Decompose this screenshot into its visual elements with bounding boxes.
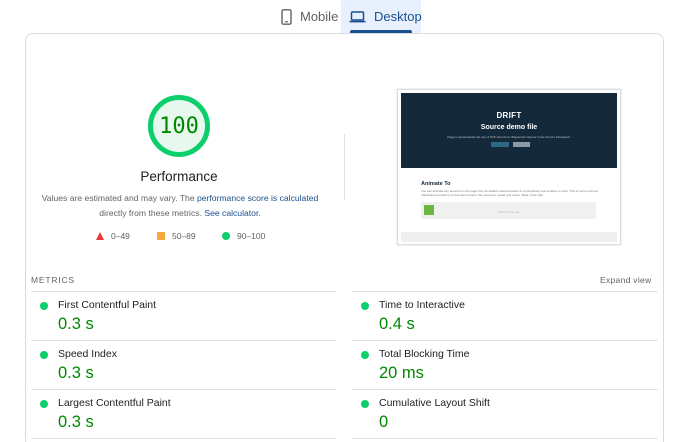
- screenshot-green-square: [424, 205, 434, 215]
- metric-first-contentful-paint: First Contentful Paint 0.3 s: [31, 293, 337, 341]
- screenshot-hero: DRIFT Source demo file Page to demonstra…: [401, 93, 617, 168]
- pass-circle-icon: [361, 351, 369, 359]
- metrics-divider: [31, 438, 336, 439]
- metric-name: Speed Index: [58, 348, 117, 360]
- legend-fail: 0–49: [96, 230, 130, 242]
- tab-desktop-label: Desktop: [374, 9, 422, 24]
- legend-average-label: 50–89: [172, 231, 196, 241]
- pass-circle-icon: [40, 400, 48, 408]
- metric-speed-index: Speed Index 0.3 s: [31, 342, 337, 390]
- screenshot-section-title: Animate To: [421, 181, 451, 187]
- metric-cumulative-layout-shift: Cumulative Layout Shift 0: [352, 391, 658, 439]
- screenshot-box-text: Click to animate: [498, 210, 520, 214]
- screenshot-button-primary: [491, 142, 509, 147]
- performance-description: Values are estimated and may vary. The p…: [30, 191, 330, 221]
- metric-name: Total Blocking Time: [379, 348, 470, 360]
- description-prefix: Values are estimated and may vary. The: [41, 193, 197, 203]
- square-icon: [157, 232, 165, 240]
- device-tabs: Mobile Desktop: [0, 0, 690, 33]
- legend-pass-label: 90–100: [237, 231, 266, 241]
- screenshot-button-secondary: [513, 142, 530, 147]
- screenshot-footer: [401, 232, 617, 242]
- metric-value: 0.3 s: [58, 413, 94, 431]
- metric-value: 0: [379, 413, 389, 431]
- metric-value: 0.3 s: [58, 315, 94, 333]
- expand-view-toggle[interactable]: Expand view: [600, 275, 652, 285]
- performance-score: 100: [159, 113, 199, 139]
- circle-icon: [222, 232, 230, 240]
- mobile-phone-icon: [281, 8, 292, 25]
- metric-total-blocking-time: Total Blocking Time 20 ms: [352, 342, 658, 390]
- screenshot-heading: Source demo file: [480, 124, 538, 131]
- pass-circle-icon: [361, 400, 369, 408]
- pass-circle-icon: [40, 351, 48, 359]
- metrics-divider: [31, 389, 336, 390]
- description-middle: directly from these metrics.: [99, 208, 205, 218]
- legend-average: 50–89: [157, 230, 196, 242]
- section-divider: [344, 134, 345, 200]
- metrics-divider: [31, 340, 336, 341]
- performance-score-link[interactable]: performance score is calculated: [196, 193, 319, 203]
- metric-name: Largest Contentful Paint: [58, 397, 171, 409]
- metrics-divider: [352, 340, 658, 341]
- metric-value: 0.3 s: [58, 364, 94, 382]
- metrics-divider: [352, 438, 658, 439]
- tab-desktop[interactable]: Desktop: [341, 0, 422, 33]
- tab-mobile[interactable]: Mobile: [275, 0, 338, 33]
- metrics-divider: [352, 389, 658, 390]
- metrics-divider: [352, 291, 658, 292]
- calculator-link[interactable]: See calculator.: [204, 208, 261, 218]
- final-screenshot[interactable]: DRIFT Source demo file Page to demonstra…: [397, 89, 621, 245]
- laptop-icon: [349, 10, 366, 23]
- triangle-icon: [96, 232, 104, 240]
- metric-name: Cumulative Layout Shift: [379, 397, 490, 409]
- performance-title: Performance: [140, 169, 218, 184]
- metric-name: Time to Interactive: [379, 299, 465, 311]
- pass-circle-icon: [361, 302, 369, 310]
- metric-time-to-interactive: Time to Interactive 0.4 s: [352, 293, 658, 341]
- legend-fail-label: 0–49: [111, 231, 130, 241]
- screenshot-tagline: Page to demonstrate the use of Drift cli…: [447, 135, 571, 139]
- screenshot-section-text: You can animate any element on the page …: [421, 189, 599, 197]
- screenshot-demo-box: [421, 202, 596, 219]
- pass-circle-icon: [40, 302, 48, 310]
- metric-name: First Contentful Paint: [58, 299, 157, 311]
- screenshot-logo: DRIFT: [496, 111, 522, 120]
- performance-gauge: [148, 95, 210, 157]
- metric-value: 20 ms: [379, 364, 424, 382]
- tab-mobile-label: Mobile: [300, 9, 339, 24]
- metric-value: 0.4 s: [379, 315, 415, 333]
- legend-pass: 90–100: [222, 230, 265, 242]
- metrics-heading: METRICS: [31, 275, 75, 285]
- metric-largest-contentful-paint: Largest Contentful Paint 0.3 s: [31, 391, 337, 439]
- metrics-divider: [31, 291, 336, 292]
